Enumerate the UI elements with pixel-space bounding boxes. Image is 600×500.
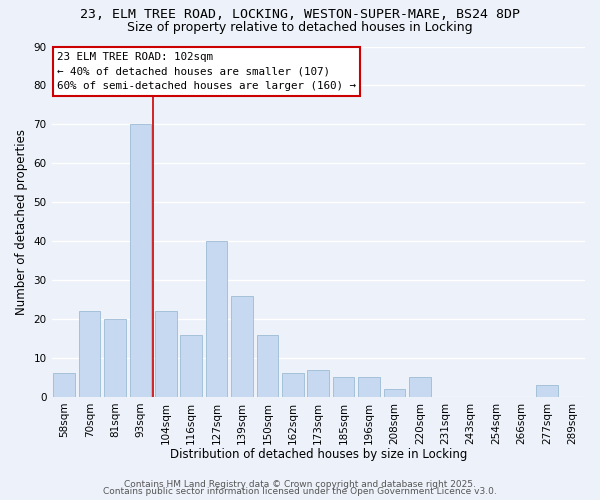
Text: 23 ELM TREE ROAD: 102sqm
← 40% of detached houses are smaller (107)
60% of semi-: 23 ELM TREE ROAD: 102sqm ← 40% of detach… bbox=[57, 52, 356, 92]
Bar bbox=[104, 319, 126, 397]
Bar bbox=[358, 378, 380, 397]
Bar bbox=[257, 334, 278, 397]
Bar bbox=[307, 370, 329, 397]
Bar bbox=[206, 241, 227, 397]
Text: Contains public sector information licensed under the Open Government Licence v3: Contains public sector information licen… bbox=[103, 487, 497, 496]
Bar bbox=[282, 374, 304, 397]
Bar bbox=[53, 374, 75, 397]
Bar bbox=[231, 296, 253, 397]
Bar bbox=[130, 124, 151, 397]
Bar bbox=[155, 311, 176, 397]
Bar bbox=[383, 389, 405, 397]
Bar bbox=[79, 311, 100, 397]
Bar bbox=[536, 385, 557, 397]
Bar bbox=[333, 378, 355, 397]
Text: 23, ELM TREE ROAD, LOCKING, WESTON-SUPER-MARE, BS24 8DP: 23, ELM TREE ROAD, LOCKING, WESTON-SUPER… bbox=[80, 8, 520, 20]
Y-axis label: Number of detached properties: Number of detached properties bbox=[15, 128, 28, 314]
Bar bbox=[409, 378, 431, 397]
Text: Size of property relative to detached houses in Locking: Size of property relative to detached ho… bbox=[127, 21, 473, 34]
X-axis label: Distribution of detached houses by size in Locking: Distribution of detached houses by size … bbox=[170, 448, 467, 461]
Bar bbox=[181, 334, 202, 397]
Text: Contains HM Land Registry data © Crown copyright and database right 2025.: Contains HM Land Registry data © Crown c… bbox=[124, 480, 476, 489]
